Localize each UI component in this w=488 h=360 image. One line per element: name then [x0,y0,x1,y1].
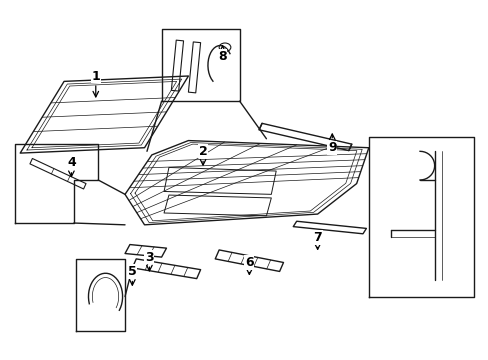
Text: 6: 6 [244,256,253,274]
Text: 7: 7 [313,231,322,249]
Text: 9: 9 [327,134,336,154]
Text: 3: 3 [145,251,153,271]
Text: 1: 1 [91,69,100,97]
Text: 8: 8 [218,46,226,63]
Text: 5: 5 [128,265,137,285]
Text: 2: 2 [198,145,207,165]
Text: 4: 4 [67,156,76,176]
